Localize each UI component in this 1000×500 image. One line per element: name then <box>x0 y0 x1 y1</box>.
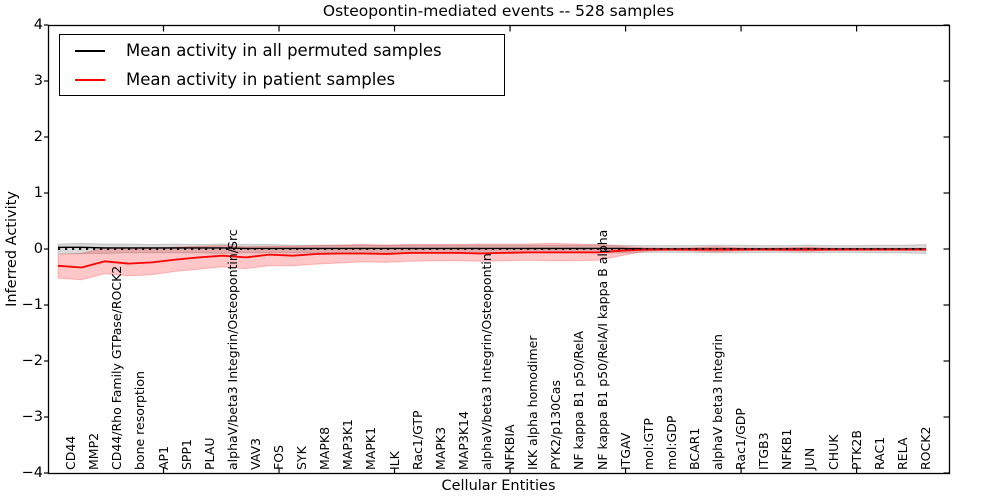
y-tick-label: 2 <box>33 129 43 145</box>
x-tick-label: PTK2B <box>848 430 864 470</box>
y-tick-label: −1 <box>21 297 43 313</box>
x-tick-label: PLAU <box>201 437 217 471</box>
x-tick-label: NF kappa B1 p50/RelA <box>571 330 587 470</box>
x-tick-label: MAPK8 <box>317 426 333 470</box>
y-tick-label: −2 <box>21 353 43 369</box>
x-tick-label: SYK <box>294 446 310 470</box>
legend-label-patient: Mean activity in patient samples <box>126 70 396 89</box>
x-tick-label: RELA <box>894 437 910 470</box>
legend-label-permuted: Mean activity in all permuted samples <box>126 41 442 60</box>
x-tick-label: mol:GTP <box>640 418 656 470</box>
x-tick-label: ITGB3 <box>756 432 772 470</box>
x-tick-label: CHUK <box>825 434 841 470</box>
x-tick-label: ITGAV <box>617 432 633 470</box>
x-tick-label: MMP2 <box>86 432 102 470</box>
y-tick-label: 3 <box>33 73 43 89</box>
x-tick-label: Rac1/GTP <box>409 410 425 470</box>
x-tick-label: NFKBIA <box>502 424 517 470</box>
x-tick-label: IKK alpha homodimer <box>525 335 541 471</box>
legend-entry-permuted: Mean activity in all permuted samples <box>60 36 504 65</box>
x-tick-label: MAP3K14 <box>455 411 471 470</box>
y-tick-label: 4 <box>33 17 43 33</box>
x-tick-label: RAC1 <box>871 436 887 470</box>
x-tick-label: FOS <box>271 445 286 470</box>
x-tick-label: mol:GDP <box>663 415 679 470</box>
x-tick-label: CD44 <box>63 435 79 470</box>
x-tick-label: MAP3K1 <box>340 419 356 470</box>
x-tick-label: MAPK3 <box>432 426 448 470</box>
x-tick-label: alphaV/beta3 Integrin/Osteopontin/Src <box>224 229 240 470</box>
permuted-line-swatch <box>75 49 105 52</box>
x-tick-label: ROCK2 <box>917 426 933 470</box>
x-tick-label: SPP1 <box>178 439 194 470</box>
y-tick-label: −4 <box>21 465 43 481</box>
x-tick-label: Rac1/GDP <box>733 408 749 470</box>
patient-mean-line <box>57 248 926 269</box>
chart-title: Osteopontin-mediated events -- 528 sampl… <box>322 2 675 20</box>
x-tick-label: NFKB1 <box>779 428 795 470</box>
x-tick-label: MAPK1 <box>363 426 379 470</box>
x-tick-label: NF kappa B1 p50/RelA/I kappa B alpha <box>594 229 610 470</box>
y-tick-label: 1 <box>33 185 43 201</box>
x-tick-label: PYK2/p130Cas <box>548 380 564 470</box>
y-tick-label: 0 <box>33 241 43 257</box>
x-tick-label: JUN <box>802 447 818 470</box>
legend-entry-patient: Mean activity in patient samples <box>60 65 504 94</box>
x-tick-label: bone resorption <box>132 371 148 470</box>
x-tick-label: AP1 <box>155 445 171 470</box>
x-tick-label: ILK <box>386 451 402 470</box>
x-tick-label: alphaV/beta3 Integrin/Osteopontin <box>478 253 494 470</box>
x-tick-label: VAV3 <box>247 437 263 470</box>
x-axis-label: Cellular Entities <box>441 478 556 494</box>
patient-line-swatch <box>75 78 105 81</box>
legend: Mean activity in all permuted samples Me… <box>59 34 505 96</box>
x-tick-label: alphaV beta3 Integrin <box>710 334 725 470</box>
x-tick-label: CD44/Rho Family GTPase/ROCK2 <box>109 265 125 470</box>
x-tick-label: BCAR1 <box>686 427 702 470</box>
y-tick-label: −3 <box>21 409 43 425</box>
